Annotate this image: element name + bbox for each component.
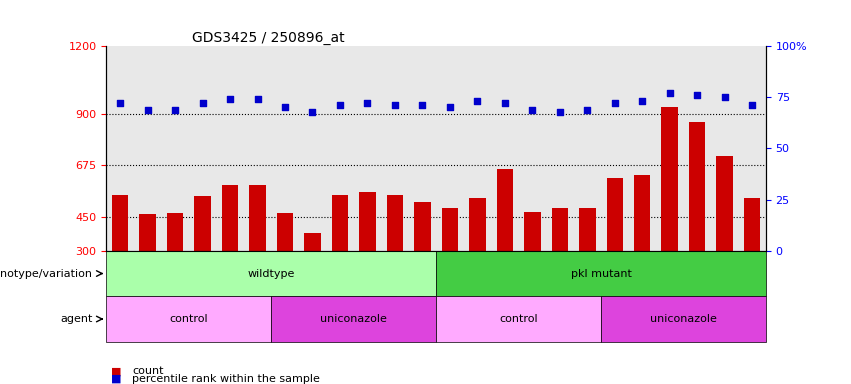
Point [526,106,540,113]
Point [113,100,127,106]
Point [333,103,346,109]
Text: control: control [169,314,208,324]
Bar [304,233,321,319]
Bar [497,169,513,319]
Point [443,104,457,111]
Bar [359,192,375,319]
FancyBboxPatch shape [106,296,271,342]
Bar [249,185,266,319]
FancyBboxPatch shape [436,251,766,296]
Point [223,96,237,103]
Point [745,103,759,109]
FancyBboxPatch shape [436,296,601,342]
Point [306,109,319,115]
FancyBboxPatch shape [601,296,766,342]
Bar [277,213,294,319]
Bar [579,208,596,319]
Bar [167,213,183,319]
Bar [140,214,156,319]
Bar [414,202,431,319]
Bar [442,208,458,319]
Bar [744,199,761,319]
Point [580,106,594,113]
Point [196,100,209,106]
Text: percentile rank within the sample: percentile rank within the sample [132,374,320,384]
Point [636,98,649,104]
Bar [689,122,705,319]
Point [278,104,292,111]
Point [471,98,484,104]
Point [718,94,732,100]
Text: GDS3425 / 250896_at: GDS3425 / 250896_at [192,31,345,45]
Point [251,96,265,103]
Bar [551,208,568,319]
FancyBboxPatch shape [106,251,436,296]
Point [498,100,511,106]
Text: pkl mutant: pkl mutant [570,268,631,278]
Bar [332,195,348,319]
Point [690,92,704,98]
FancyBboxPatch shape [271,296,436,342]
Point [388,103,402,109]
Text: uniconazole: uniconazole [650,314,717,324]
Bar [717,156,733,319]
Text: ■: ■ [111,366,121,376]
Point [415,103,429,109]
Point [168,106,182,113]
Text: control: control [500,314,538,324]
Bar [524,212,540,319]
Text: agent: agent [60,314,93,324]
Text: uniconazole: uniconazole [320,314,387,324]
Text: genotype/variation: genotype/variation [0,268,93,278]
Bar [194,196,211,319]
Point [608,100,621,106]
Text: ■: ■ [111,374,121,384]
Bar [661,108,678,319]
Point [361,100,374,106]
Text: count: count [132,366,163,376]
Point [553,109,567,115]
Bar [386,195,403,319]
Point [140,106,154,113]
Text: wildtype: wildtype [248,268,295,278]
Point [663,90,677,96]
Bar [607,178,623,319]
Bar [469,199,486,319]
Bar [634,175,650,319]
Bar [111,195,129,319]
Bar [222,185,238,319]
